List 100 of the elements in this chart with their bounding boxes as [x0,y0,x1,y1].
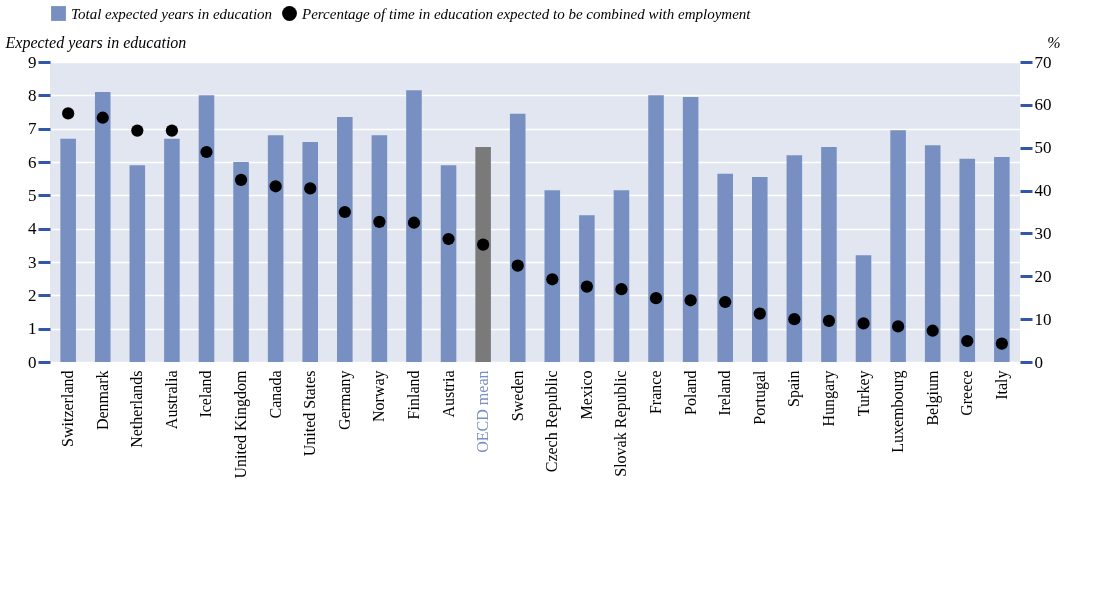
point [719,295,732,309]
legend-label: Total expected years in education [71,5,273,22]
y-tick-label: 5 [28,185,37,205]
x-tick-label: Switzerland [59,370,77,447]
bar [337,117,353,362]
point [338,205,351,219]
y2-tick-label: 20 [1034,266,1052,286]
y-tick-label: 2 [28,285,37,305]
y-tick-label: 1 [28,319,37,339]
x-tick-label: Luxembourg [889,370,908,453]
y2-axis-title: % [1047,33,1061,51]
bar [855,255,872,362]
x-tick-label: Italy [992,370,1011,400]
bar [302,142,318,362]
y2-tick-label: 10 [1034,309,1052,329]
point [373,215,386,228]
point [234,173,248,186]
bar [406,90,422,362]
point [891,320,905,333]
point [649,292,663,305]
bar [544,190,561,362]
y-tick-label: 0 [28,352,37,372]
bar [648,95,664,362]
x-tick-label: Ireland [716,370,734,416]
point [477,238,490,251]
x-tick-label: Sweden [508,370,526,422]
x-tick-label: Germany [335,370,354,431]
point [995,337,1008,350]
y2-tick-label: 40 [1034,181,1052,201]
x-tick-label: Austria [439,370,457,418]
y2-tick-label: 50 [1034,138,1052,158]
bar [60,138,76,362]
y-tick-label: 9 [28,52,37,72]
point [407,216,421,229]
bar [924,145,941,362]
x-tick-label: Greece [958,370,976,416]
bar [475,147,491,362]
x-tick-label: Slovak Republic [612,370,631,477]
bar [682,97,699,362]
bar [821,147,837,362]
x-tick-label: Mexico [577,370,595,420]
point [580,280,593,293]
bar [959,158,976,362]
legend-label: Percentage of time in education expected to be combined with employment [301,5,752,22]
x-tick-label: Poland [681,370,699,415]
bar [890,130,906,362]
x-tick-label: Iceland [197,370,215,418]
x-tick-label: Australia [162,370,180,430]
point [822,314,836,327]
point [961,334,974,348]
y2-tick-label: 30 [1034,223,1052,243]
bar [579,215,595,362]
y-tick-label: 7 [28,119,37,139]
bar [509,113,526,362]
point [269,180,282,193]
bar [198,95,215,362]
bar [613,190,630,362]
y2-tick-label: 70 [1034,52,1052,72]
bar [164,138,180,362]
point [615,283,628,296]
bar [786,155,803,362]
x-tick-label: United Kingdom [232,369,251,479]
point [165,124,179,137]
x-tick-label: Belgium [923,369,942,426]
x-tick-label: Czech Republic [543,370,562,473]
x-tick-label: France [647,370,665,415]
bar [717,173,733,362]
point [96,111,109,124]
bar [233,162,249,362]
x-tick-label: OECD mean [474,370,492,453]
bar [129,165,146,362]
y-tick-label: 4 [28,219,37,239]
x-tick-label: Norway [370,370,389,423]
point [926,324,939,337]
x-tick-label: Canada [266,370,284,419]
point [62,107,75,120]
point [788,313,801,326]
y2-tick-label: 0 [1034,352,1043,372]
point [304,182,317,195]
point [546,273,559,286]
y-axis-title: Expected years in education [4,33,187,52]
x-tick-label: Portugal [750,369,769,425]
x-tick-label: Spain [785,370,804,407]
y-tick-label: 6 [28,152,37,172]
bar [267,135,284,362]
x-tick-label: Netherlands [128,370,146,448]
y-tick-label: 3 [28,252,37,272]
x-tick-label: Turkey [854,370,873,417]
y2-tick-label: 60 [1034,95,1052,115]
bar [371,135,388,362]
bar [752,177,768,362]
y-tick-label: 8 [28,85,37,105]
point [753,307,766,320]
point [857,317,870,330]
bar [994,157,1010,362]
bar [94,92,111,362]
point [684,294,697,307]
point [131,124,144,137]
point [442,232,455,246]
point [200,145,213,159]
